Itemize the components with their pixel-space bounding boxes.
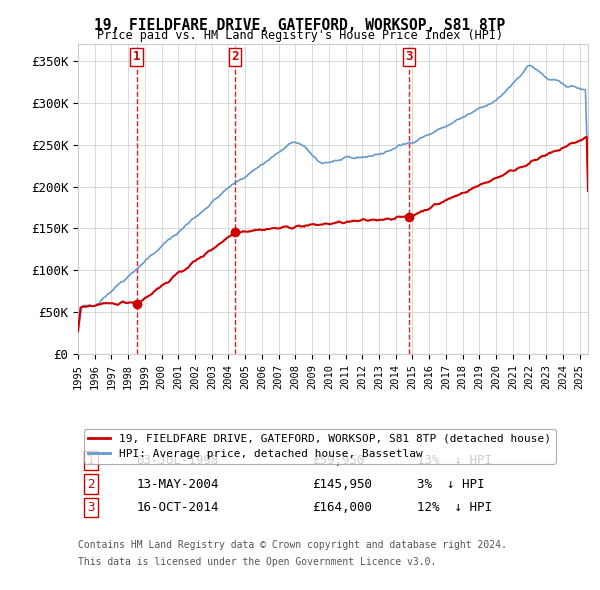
Text: 12%  ↓ HPI: 12% ↓ HPI — [417, 501, 492, 514]
Text: 13-MAY-2004: 13-MAY-2004 — [137, 477, 219, 491]
Text: 3: 3 — [87, 501, 95, 514]
Text: 03-JUL-1998: 03-JUL-1998 — [137, 454, 219, 467]
Text: 3%  ↓ HPI: 3% ↓ HPI — [417, 477, 485, 491]
Text: 2: 2 — [87, 477, 95, 491]
Text: This data is licensed under the Open Government Licence v3.0.: This data is licensed under the Open Gov… — [78, 557, 436, 567]
Text: £164,000: £164,000 — [313, 501, 373, 514]
Text: 19, FIELDFARE DRIVE, GATEFORD, WORKSOP, S81 8TP: 19, FIELDFARE DRIVE, GATEFORD, WORKSOP, … — [94, 18, 506, 32]
Text: Contains HM Land Registry data © Crown copyright and database right 2024.: Contains HM Land Registry data © Crown c… — [78, 540, 507, 550]
Legend: 19, FIELDFARE DRIVE, GATEFORD, WORKSOP, S81 8TP (detached house), HPI: Average p: 19, FIELDFARE DRIVE, GATEFORD, WORKSOP, … — [83, 430, 556, 464]
Text: 1: 1 — [133, 50, 140, 63]
Text: 16-OCT-2014: 16-OCT-2014 — [137, 501, 219, 514]
Text: 2: 2 — [231, 50, 239, 63]
Text: 1: 1 — [87, 454, 95, 467]
Text: Price paid vs. HM Land Registry's House Price Index (HPI): Price paid vs. HM Land Registry's House … — [97, 30, 503, 42]
Text: £59,950: £59,950 — [313, 454, 365, 467]
Text: £145,950: £145,950 — [313, 477, 373, 491]
Text: 13%  ↓ HPI: 13% ↓ HPI — [417, 454, 492, 467]
Text: 3: 3 — [405, 50, 413, 63]
